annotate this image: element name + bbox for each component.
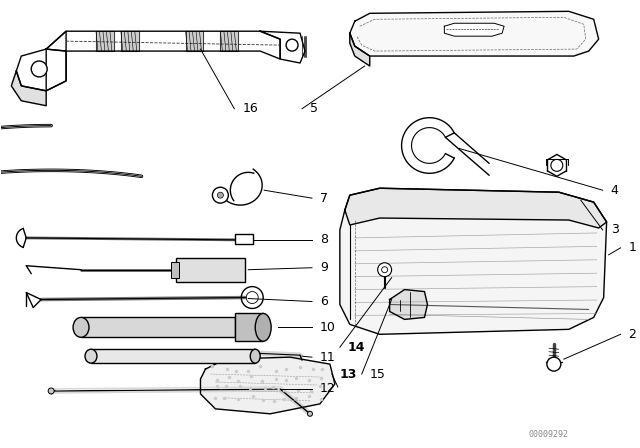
Circle shape: [381, 267, 388, 273]
Polygon shape: [46, 49, 66, 91]
Text: 8: 8: [320, 233, 328, 246]
Bar: [175, 258, 245, 282]
Polygon shape: [402, 118, 454, 173]
Text: 4: 4: [611, 184, 618, 197]
Polygon shape: [186, 31, 204, 51]
Polygon shape: [350, 33, 370, 66]
Circle shape: [212, 187, 228, 203]
Text: 14: 14: [348, 341, 365, 354]
Circle shape: [31, 61, 47, 77]
Text: 3: 3: [611, 224, 618, 237]
Text: 2: 2: [628, 328, 636, 341]
Polygon shape: [46, 31, 280, 59]
Polygon shape: [12, 71, 46, 106]
Polygon shape: [345, 188, 607, 228]
Polygon shape: [200, 357, 335, 414]
Polygon shape: [96, 31, 114, 51]
Text: 13: 13: [340, 367, 357, 380]
Bar: [81, 318, 236, 337]
Ellipse shape: [48, 388, 54, 394]
Text: 12: 12: [320, 383, 336, 396]
Circle shape: [378, 263, 392, 277]
Polygon shape: [260, 31, 305, 63]
Bar: [236, 314, 263, 341]
Polygon shape: [444, 23, 504, 36]
Ellipse shape: [255, 314, 271, 341]
Polygon shape: [17, 31, 66, 91]
Text: 5: 5: [310, 102, 318, 115]
Circle shape: [551, 159, 563, 171]
Ellipse shape: [73, 318, 89, 337]
Ellipse shape: [250, 349, 260, 363]
Circle shape: [547, 357, 561, 371]
Text: 10: 10: [320, 321, 336, 334]
Polygon shape: [340, 188, 607, 334]
Text: 11: 11: [320, 351, 336, 364]
Polygon shape: [350, 11, 598, 56]
Text: 6: 6: [320, 295, 328, 308]
Text: 1: 1: [628, 241, 636, 254]
Text: 16: 16: [243, 102, 258, 115]
Circle shape: [286, 39, 298, 51]
Polygon shape: [220, 31, 238, 51]
Ellipse shape: [85, 349, 97, 363]
Bar: [91, 349, 255, 363]
Ellipse shape: [307, 411, 312, 416]
Bar: [236, 234, 253, 244]
Polygon shape: [121, 31, 139, 51]
Text: 00009292: 00009292: [529, 430, 569, 439]
Text: 15: 15: [370, 367, 385, 380]
Polygon shape: [390, 289, 428, 319]
Circle shape: [218, 192, 223, 198]
Text: 9: 9: [320, 261, 328, 274]
Bar: [171, 262, 179, 278]
Text: 7: 7: [320, 192, 328, 205]
